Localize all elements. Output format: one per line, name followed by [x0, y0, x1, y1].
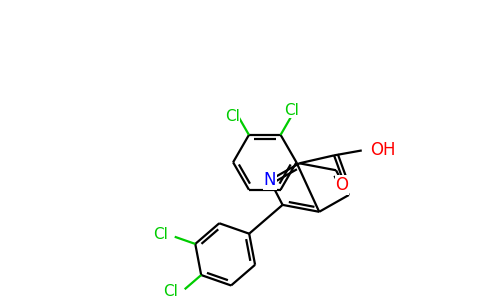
Text: Cl: Cl [225, 109, 240, 124]
Text: OH: OH [370, 141, 395, 159]
Text: N: N [263, 171, 276, 189]
Text: Cl: Cl [284, 103, 299, 118]
Text: O: O [335, 176, 348, 194]
Text: Cl: Cl [164, 284, 178, 299]
Text: Cl: Cl [153, 227, 168, 242]
